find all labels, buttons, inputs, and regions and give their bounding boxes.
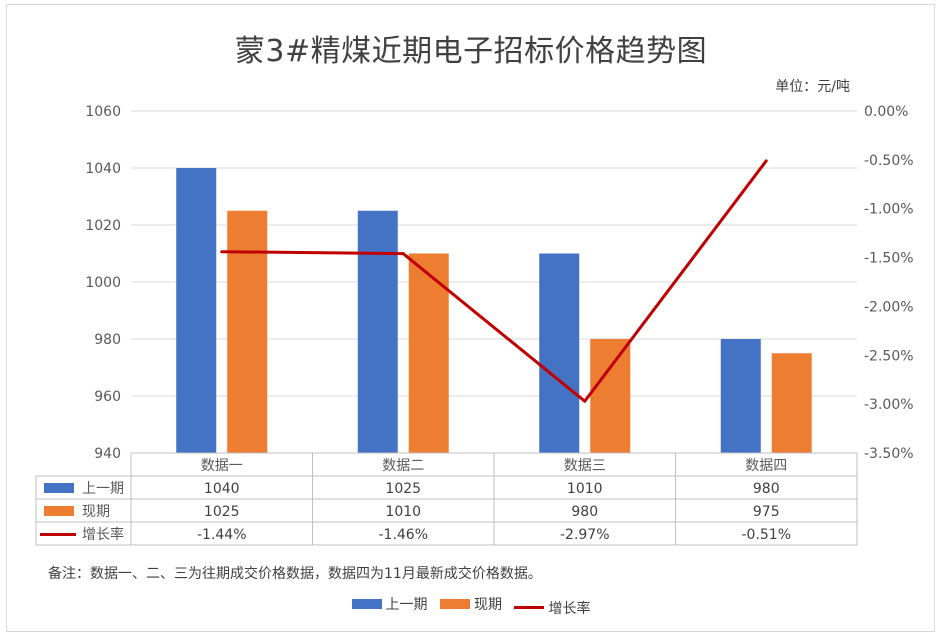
left-axis-tick-label: 960 — [94, 389, 121, 405]
left-axis-tick-label: 1000 — [85, 275, 121, 291]
bar-prev — [357, 210, 398, 453]
table-series-label: 现期 — [82, 504, 110, 520]
legend-label-growth: 增长率 — [548, 600, 591, 617]
table-cell: 1010 — [567, 481, 603, 497]
table-cell: 1040 — [204, 481, 240, 497]
chart-note: 备注：数据一、二、三为往期成交价格数据，数据四为11月最新成交价格数据。 — [48, 566, 542, 582]
bar-current — [408, 253, 449, 453]
left-axis-tick-label: 1060 — [85, 104, 121, 120]
unit-label: 单位：元/吨 — [775, 79, 850, 95]
legend-label-current: 现期 — [474, 597, 502, 613]
category-label: 数据一 — [201, 458, 243, 474]
legend-swatch-prev — [351, 599, 382, 609]
left-axis-tick-label: 940 — [94, 446, 121, 462]
growth-rate-point — [401, 252, 405, 256]
legend-item-prev: 上一期 — [351, 594, 428, 614]
table-cell: 1025 — [385, 481, 421, 497]
growth-rate-point — [764, 159, 768, 163]
bar-prev — [720, 339, 761, 453]
legend-swatch-current — [440, 599, 470, 609]
category-label: 数据四 — [745, 458, 787, 474]
growth-rate-point — [220, 250, 224, 254]
table-cell: 1010 — [385, 504, 421, 520]
category-label: 数据二 — [382, 458, 424, 474]
right-axis-tick-label: -0.50% — [864, 153, 914, 169]
right-axis-tick-label: -1.00% — [864, 202, 914, 218]
table-series-label: 上一期 — [82, 481, 124, 497]
bar-current — [590, 339, 631, 453]
right-axis-tick-label: -3.00% — [864, 397, 914, 413]
legend-label-prev: 上一期 — [385, 597, 428, 613]
table-legend-line — [40, 533, 76, 536]
table-cell: -1.44% — [197, 527, 247, 543]
legend-item-growth: 增长率 — [514, 598, 590, 618]
bar-current — [227, 210, 268, 453]
table-legend-swatch — [44, 483, 74, 493]
left-axis-tick-label: 980 — [94, 332, 121, 348]
right-axis-tick-label: -2.00% — [864, 299, 914, 315]
chart-legend: 上一期 现期 增长率 — [0, 594, 942, 618]
table-cell: -0.51% — [741, 527, 791, 543]
table-cell: 1025 — [204, 504, 240, 520]
chart-frame — [6, 4, 935, 632]
chart-title: 蒙3#精煤近期电子招标价格趋势图 — [234, 34, 708, 69]
table-cell: -1.46% — [378, 527, 428, 543]
bar-prev — [539, 253, 580, 453]
table-cell: 980 — [753, 481, 780, 497]
legend-line-growth — [514, 606, 545, 609]
right-axis-tick-label: -1.50% — [864, 251, 914, 267]
legend-item-current: 现期 — [440, 594, 502, 614]
chart-svg: 940 960 980 1000 1020 1040 1060 -3.50% -3.00% -2.… — [35, 104, 914, 546]
table-cell: 980 — [571, 504, 598, 520]
bar-current — [771, 353, 812, 453]
bar-prev — [176, 168, 217, 453]
growth-rate-line — [221, 159, 768, 403]
left-axis-tick-label: 1040 — [85, 161, 121, 177]
growth-rate-point — [583, 399, 587, 403]
table-cell: 975 — [753, 504, 780, 520]
right-axis-tick-label: 0.00% — [864, 104, 908, 120]
right-axis-tick-label: -3.50% — [864, 446, 914, 462]
left-axis-tick-label: 1020 — [85, 218, 121, 234]
category-label: 数据三 — [564, 458, 606, 474]
right-axis-tick-label: -2.50% — [864, 348, 914, 364]
table-legend-swatch — [44, 506, 74, 516]
table-cell: -2.97% — [560, 527, 610, 543]
table-series-label: 增长率 — [82, 526, 124, 543]
